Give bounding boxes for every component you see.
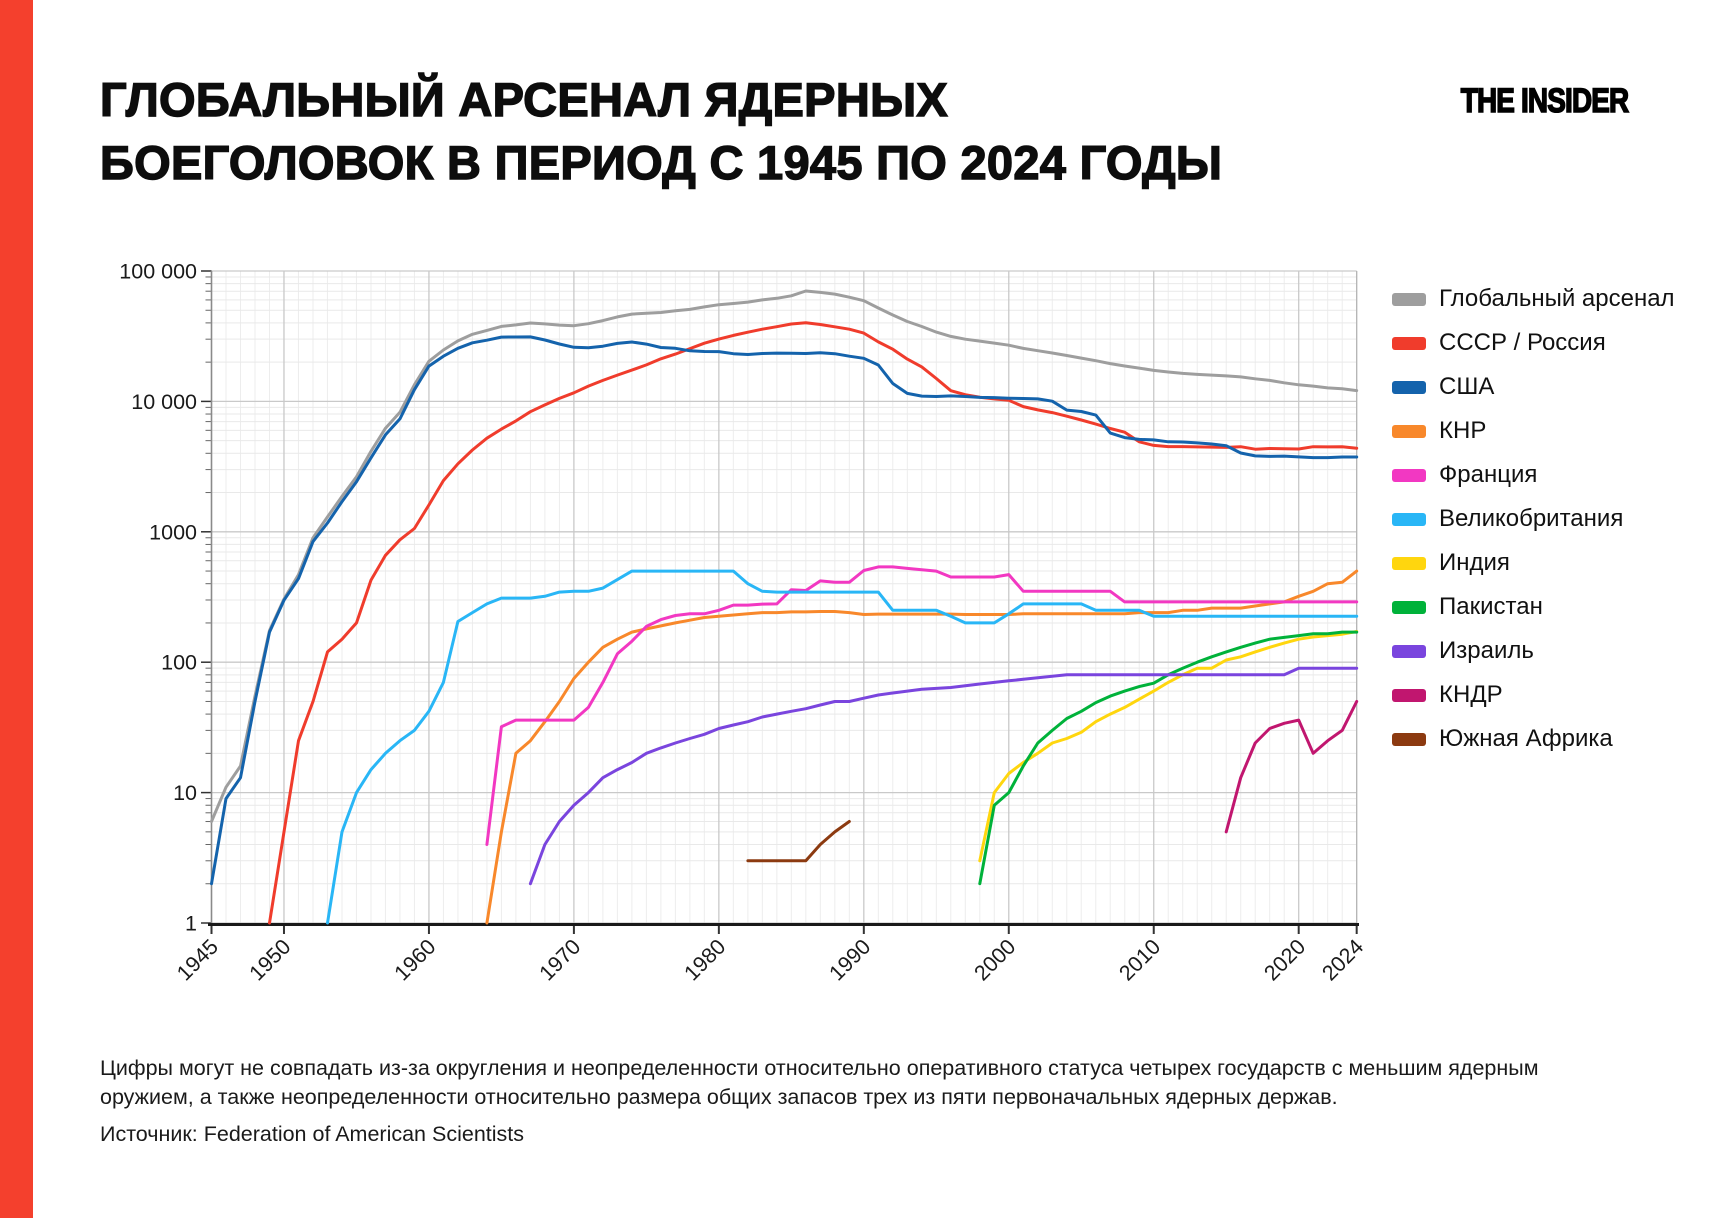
legend-item-france: Франция	[1392, 460, 1727, 490]
the-insider-logo: THE INSIDER	[1460, 81, 1630, 121]
x-tick-label: 1950	[245, 935, 296, 986]
legend-label-france: Франция	[1439, 461, 1538, 488]
legend-label-north_korea: КНДР	[1439, 681, 1503, 708]
y-tick-label: 10 000	[131, 390, 197, 414]
chart-legend: Глобальный арсенал СССР / Россия США КНР Фра…	[1392, 284, 1727, 768]
legend-label-ussr_russia: СССР / Россия	[1439, 329, 1606, 356]
legend-item-global: Глобальный арсенал	[1392, 284, 1727, 314]
legend-label-israel: Израиль	[1439, 637, 1534, 664]
legend-swatch-france	[1392, 469, 1426, 482]
series-line-china	[485, 569, 1359, 925]
legend-label-global: Глобальный арсенал	[1439, 285, 1675, 312]
series-line-ussr_russia	[268, 321, 1359, 925]
series-line-south_africa	[746, 820, 851, 863]
x-tick-label: 2024	[1317, 935, 1368, 986]
legend-item-south_africa: Южная Африка	[1392, 724, 1727, 754]
legend-swatch-india	[1392, 557, 1426, 570]
legend-swatch-global	[1392, 293, 1426, 306]
series-line-france	[485, 565, 1359, 846]
y-tick-label: 1	[185, 912, 197, 936]
x-tick-label: 1960	[390, 935, 441, 986]
legend-swatch-ussr_russia	[1392, 337, 1426, 350]
series-line-global	[210, 289, 1359, 823]
legend-label-china: КНР	[1439, 417, 1487, 444]
legend-label-south_africa: Южная Африка	[1439, 725, 1613, 752]
x-tick-label: 1945	[172, 935, 223, 986]
legend-swatch-usa	[1392, 381, 1426, 394]
x-tick-label: 2020	[1259, 935, 1310, 986]
legend-swatch-pakistan	[1392, 601, 1426, 614]
legend-item-china: КНР	[1392, 416, 1727, 446]
series-line-usa	[210, 335, 1359, 886]
legend-item-uk: Великобритания	[1392, 504, 1727, 534]
source-text: Источник: Federation of American Scienti…	[100, 1122, 524, 1146]
legend-item-india: Индия	[1392, 548, 1727, 578]
legend-swatch-uk	[1392, 513, 1426, 526]
legend-label-usa: США	[1439, 373, 1495, 400]
y-tick-label: 100	[161, 651, 197, 675]
x-tick-label: 1970	[535, 935, 586, 986]
page-title: ГЛОБАЛЬНЫЙ АРСЕНАЛ ЯДЕРНЫХ БОЕГОЛОВОК В …	[99, 72, 1223, 189]
x-tick-label: 2000	[970, 935, 1021, 986]
series-line-north_korea	[1224, 700, 1359, 834]
legend-swatch-israel	[1392, 645, 1426, 658]
x-tick-label: 1980	[680, 935, 731, 986]
legend-swatch-south_africa	[1392, 733, 1426, 746]
series-line-uk	[326, 569, 1359, 925]
legend-item-usa: США	[1392, 372, 1727, 402]
y-tick-label: 1000	[149, 520, 197, 544]
x-tick-label: 1990	[825, 935, 876, 986]
legend-label-uk: Великобритания	[1439, 505, 1624, 532]
y-tick-label: 100 000	[119, 260, 197, 284]
y-tick-label: 10	[173, 781, 197, 805]
legend-label-india: Индия	[1439, 549, 1510, 576]
legend-swatch-china	[1392, 425, 1426, 438]
legend-item-pakistan: Пакистан	[1392, 592, 1727, 622]
footer: Цифры могут не совпадать из-за округлени…	[100, 1054, 1605, 1149]
footnote-text: Цифры могут не совпадать из-за округлени…	[100, 1056, 1539, 1109]
legend-swatch-north_korea	[1392, 689, 1426, 702]
legend-item-ussr_russia: СССР / Россия	[1392, 328, 1727, 358]
series-line-india	[978, 630, 1359, 863]
legend-item-israel: Израиль	[1392, 636, 1727, 666]
legend-label-pakistan: Пакистан	[1439, 593, 1543, 620]
series-line-israel	[528, 666, 1359, 886]
x-tick-label: 2010	[1114, 935, 1165, 986]
legend-item-north_korea: КНДР	[1392, 680, 1727, 710]
brand-accent-bar	[0, 0, 33, 1218]
